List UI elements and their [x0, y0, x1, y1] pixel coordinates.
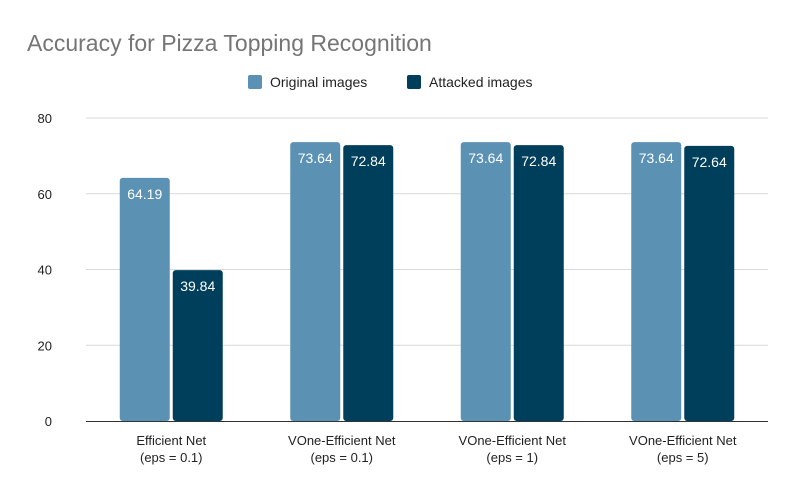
- data-label: 73.64: [639, 150, 674, 166]
- bar-original: [631, 142, 682, 421]
- chart-title: Accuracy for Pizza Topping Recognition: [27, 30, 432, 56]
- data-label: 73.64: [468, 150, 503, 166]
- data-label: 39.84: [180, 278, 215, 294]
- x-tick-label: VOne-Efficient Net: [459, 433, 567, 448]
- x-tick-label: Efficient Net: [136, 433, 206, 448]
- bar-attacked: [513, 145, 564, 421]
- data-label: 72.84: [521, 153, 556, 169]
- bar-attacked: [684, 145, 735, 421]
- data-label: 73.64: [298, 150, 333, 166]
- bar-attacked: [172, 270, 223, 421]
- data-labels: 64.19 39.84 73.64 72.84 73.64 72.84 73.64 72.64: [127, 150, 727, 294]
- x-tick-label: (eps = 0.1): [140, 450, 203, 465]
- y-tick-label: 60: [38, 187, 52, 202]
- x-tick-label: (eps = 1): [486, 450, 538, 465]
- legend-swatch: [248, 75, 262, 89]
- y-tick-label: 0: [45, 414, 52, 429]
- x-tick-label: (eps = 0.1): [310, 450, 373, 465]
- y-axis-ticks: 0 20 40 60 80: [38, 111, 52, 429]
- x-tick-label: VOne-Efficient Net: [288, 433, 396, 448]
- bar-original: [290, 142, 341, 421]
- data-label: 64.19: [127, 186, 162, 202]
- data-label: 72.64: [692, 154, 727, 170]
- legend-label: Original images: [270, 74, 367, 90]
- legend-swatch: [407, 75, 421, 89]
- x-tick-label: VOne-Efficient Net: [629, 433, 737, 448]
- y-tick-label: 20: [38, 338, 52, 353]
- legend: Original images Attacked images: [248, 74, 533, 90]
- bar-original: [460, 142, 511, 421]
- legend-label: Attacked images: [429, 74, 533, 90]
- bars: [119, 142, 735, 421]
- bar-original: [119, 177, 170, 421]
- data-label: 72.84: [351, 153, 386, 169]
- y-tick-label: 80: [38, 111, 52, 126]
- x-axis-labels: Efficient Net (eps = 0.1) VOne-Efficient N…: [136, 433, 737, 465]
- bar-attacked: [343, 145, 394, 421]
- y-tick-label: 40: [38, 263, 52, 278]
- x-tick-label: (eps = 5): [657, 450, 709, 465]
